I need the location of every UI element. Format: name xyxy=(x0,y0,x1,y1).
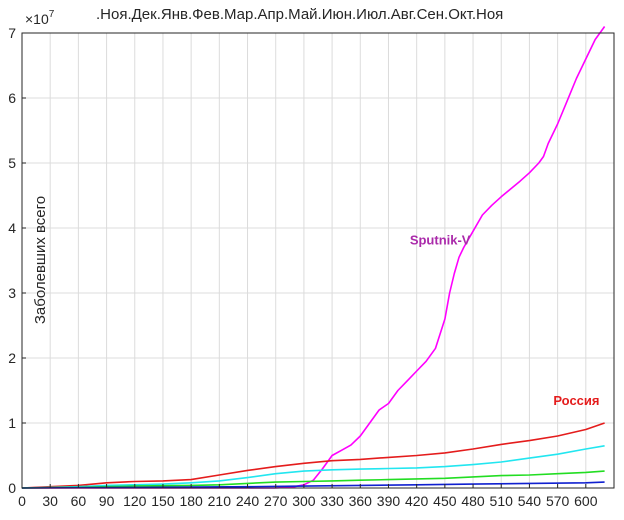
x-tick-label: 300 xyxy=(292,493,316,509)
x-tick-label: 180 xyxy=(179,493,203,509)
x-tick-label: 90 xyxy=(99,493,115,509)
x-tick-label: 390 xyxy=(377,493,401,509)
series-line-4 xyxy=(21,470,605,489)
grid-lines xyxy=(22,32,614,488)
y-tick-label: 6 xyxy=(8,90,16,106)
x-tick-label: 510 xyxy=(490,493,514,509)
y-axis-label: Заболевших всего xyxy=(32,196,49,324)
x-tick-label: 30 xyxy=(42,493,58,509)
annotations: Sputnik-V Россия xyxy=(410,232,600,408)
plot-frame xyxy=(21,32,615,489)
x-tick-label: 600 xyxy=(574,493,598,509)
y-tick-label: 4 xyxy=(8,220,16,236)
x-tick-label: 420 xyxy=(405,493,429,509)
y-tick-label: 2 xyxy=(8,350,16,366)
x-tick-label: 450 xyxy=(433,493,457,509)
x-tick-label: 570 xyxy=(546,493,570,509)
series-line-3 xyxy=(21,445,605,489)
x-tick-label: 360 xyxy=(349,493,373,509)
y-tick-label: 0 xyxy=(8,480,16,496)
series-annotation: Sputnik-V xyxy=(410,232,471,247)
x-tick-label: 480 xyxy=(461,493,485,509)
y-tick-labels: 0 1 2 3 4 5 6 7 xyxy=(8,25,26,496)
y-tick-label: 1 xyxy=(8,415,16,431)
series-lines xyxy=(21,26,606,489)
x-tick-label: 540 xyxy=(518,493,542,509)
x-tick-label: 60 xyxy=(71,493,87,509)
x-tick-label: 210 xyxy=(208,493,232,509)
x-tick-labels: 0 30 60 90 120 150 180 210 240 270 300 330 360 390 420… xyxy=(18,484,598,509)
series-line-1 xyxy=(22,26,606,489)
y-tick-label: 5 xyxy=(8,155,16,171)
series-annotation: Россия xyxy=(553,393,599,408)
y-tick-label: 3 xyxy=(8,285,16,301)
x-tick-label: 270 xyxy=(264,493,288,509)
month-axis-labels: .Ноя.Дек.Янв.Фев.Мар.Апр.Май.Июн.Июл.Авг… xyxy=(96,6,503,23)
x-tick-label: 0 xyxy=(18,493,26,509)
x-tick-label: 240 xyxy=(236,493,260,509)
x-tick-label: 150 xyxy=(151,493,175,509)
x-tick-label: 120 xyxy=(123,493,147,509)
y-exponent-label: ×107 xyxy=(25,9,55,27)
series-line-2 xyxy=(21,422,605,489)
y-tick-label: 7 xyxy=(8,25,16,41)
x-tick-label: 330 xyxy=(320,493,344,509)
